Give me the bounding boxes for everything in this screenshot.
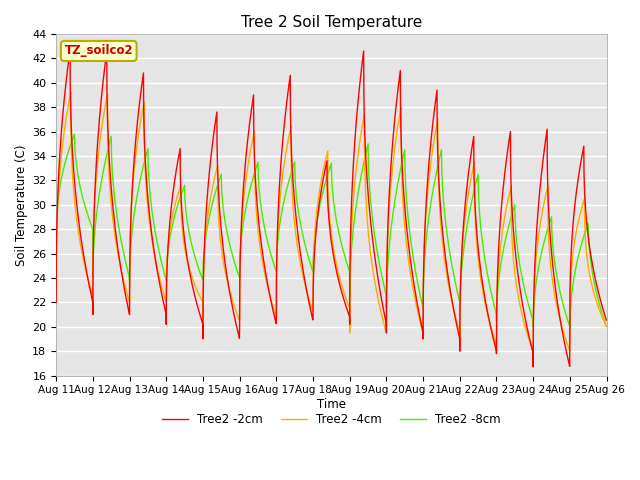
Text: TZ_soilco2: TZ_soilco2 [65,45,133,58]
Tree2 -8cm [70,131,78,137]
Tree2 -2cm [52,300,60,305]
Line: Tree2 -4cm: Tree2 -4cm [56,93,606,351]
Line: Tree2 -2cm: Tree2 -2cm [56,50,606,367]
Tree2 -8cm [592,288,600,293]
Tree2 -8cm [264,238,271,243]
Tree2 -4cm [287,157,295,163]
Tree2 -2cm [592,279,600,285]
Tree2 -8cm [115,227,123,232]
Tree2 -4cm [592,297,600,303]
Tree2 -4cm [115,257,123,263]
Tree2 -8cm [52,226,60,232]
Tree2 -2cm [287,141,295,146]
Tree2 -2cm [67,47,74,53]
Tree2 -8cm [533,276,541,282]
Y-axis label: Soil Temperature (C): Soil Temperature (C) [15,144,28,265]
Tree2 -8cm [287,170,295,176]
Title: Tree 2 Soil Temperature: Tree 2 Soil Temperature [241,15,422,30]
Tree2 -2cm [533,228,541,233]
Tree2 -2cm [264,280,271,286]
Tree2 -2cm [115,254,123,260]
Tree2 -2cm [529,364,537,370]
Tree2 -4cm [67,90,75,96]
Tree2 -8cm [602,324,610,329]
X-axis label: Time: Time [317,398,346,411]
Tree2 -2cm [602,317,610,323]
Line: Tree2 -8cm: Tree2 -8cm [56,134,606,327]
Tree2 -4cm [533,250,541,255]
Tree2 -4cm [264,282,271,288]
Tree2 -4cm [493,348,500,354]
Legend: Tree2 -2cm, Tree2 -4cm, Tree2 -8cm: Tree2 -2cm, Tree2 -4cm, Tree2 -8cm [157,409,506,431]
Tree2 -4cm [602,324,610,329]
Tree2 -2cm [148,231,156,237]
Tree2 -8cm [529,324,537,330]
Tree2 -4cm [52,293,60,299]
Tree2 -8cm [148,206,156,212]
Tree2 -4cm [148,236,156,241]
